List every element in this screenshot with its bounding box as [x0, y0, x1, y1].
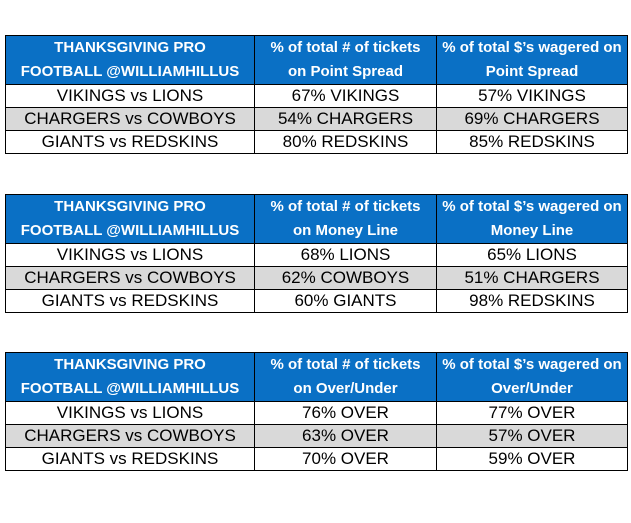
point-spread-table: THANKSGIVING PRO FOOTBALL @WILLIAMHILLUS …	[5, 35, 628, 154]
dollars-cell: 65% LIONS	[436, 243, 628, 267]
game-cell: GIANTS vs REDSKINS	[5, 130, 255, 154]
game-cell: VIKINGS vs LIONS	[5, 401, 255, 425]
table-row: GIANTS vs REDSKINS 80% REDSKINS 85% REDS…	[5, 130, 628, 154]
header-title: THANKSGIVING PRO FOOTBALL @WILLIAMHILLUS	[5, 35, 255, 85]
header-tickets: % of total # of tickets on Money Line	[254, 194, 437, 244]
money-line-table: THANKSGIVING PRO FOOTBALL @WILLIAMHILLUS …	[5, 194, 628, 313]
table-row: GIANTS vs REDSKINS 70% OVER 59% OVER	[5, 447, 628, 471]
dollars-cell: 57% OVER	[436, 424, 628, 448]
header-dollars: % of total $’s wagered on Money Line	[436, 194, 628, 244]
header-title: THANKSGIVING PRO FOOTBALL @WILLIAMHILLUS	[5, 352, 255, 402]
game-cell: GIANTS vs REDSKINS	[5, 289, 255, 313]
game-cell: CHARGERS vs COWBOYS	[5, 266, 255, 290]
game-cell: VIKINGS vs LIONS	[5, 84, 255, 108]
dollars-cell: 85% REDSKINS	[436, 130, 628, 154]
tickets-cell: 76% OVER	[254, 401, 437, 425]
table-row: CHARGERS vs COWBOYS 62% COWBOYS 51% CHAR…	[5, 266, 628, 290]
header-dollars: % of total $’s wagered on Point Spread	[436, 35, 628, 85]
tickets-cell: 60% GIANTS	[254, 289, 437, 313]
table-row: CHARGERS vs COWBOYS 54% CHARGERS 69% CHA…	[5, 107, 628, 131]
tickets-cell: 62% COWBOYS	[254, 266, 437, 290]
tickets-cell: 80% REDSKINS	[254, 130, 437, 154]
dollars-cell: 57% VIKINGS	[436, 84, 628, 108]
dollars-cell: 69% CHARGERS	[436, 107, 628, 131]
header-tickets: % of total # of tickets on Point Spread	[254, 35, 437, 85]
header-dollars: % of total $’s wagered on Over/Under	[436, 352, 628, 402]
table-row: VIKINGS vs LIONS 68% LIONS 65% LIONS	[5, 243, 628, 267]
tickets-cell: 68% LIONS	[254, 243, 437, 267]
dollars-cell: 59% OVER	[436, 447, 628, 471]
table-row: VIKINGS vs LIONS 67% VIKINGS 57% VIKINGS	[5, 84, 628, 108]
over-under-table: THANKSGIVING PRO FOOTBALL @WILLIAMHILLUS …	[5, 352, 628, 471]
table-row: VIKINGS vs LIONS 76% OVER 77% OVER	[5, 401, 628, 425]
table-header-row: THANKSGIVING PRO FOOTBALL @WILLIAMHILLUS …	[5, 194, 628, 244]
tickets-cell: 63% OVER	[254, 424, 437, 448]
dollars-cell: 51% CHARGERS	[436, 266, 628, 290]
tickets-cell: 70% OVER	[254, 447, 437, 471]
table-row: GIANTS vs REDSKINS 60% GIANTS 98% REDSKI…	[5, 289, 628, 313]
game-cell: CHARGERS vs COWBOYS	[5, 424, 255, 448]
tickets-cell: 54% CHARGERS	[254, 107, 437, 131]
tickets-cell: 67% VIKINGS	[254, 84, 437, 108]
dollars-cell: 77% OVER	[436, 401, 628, 425]
dollars-cell: 98% REDSKINS	[436, 289, 628, 313]
table-header-row: THANKSGIVING PRO FOOTBALL @WILLIAMHILLUS …	[5, 35, 628, 85]
header-title: THANKSGIVING PRO FOOTBALL @WILLIAMHILLUS	[5, 194, 255, 244]
game-cell: GIANTS vs REDSKINS	[5, 447, 255, 471]
game-cell: CHARGERS vs COWBOYS	[5, 107, 255, 131]
game-cell: VIKINGS vs LIONS	[5, 243, 255, 267]
table-row: CHARGERS vs COWBOYS 63% OVER 57% OVER	[5, 424, 628, 448]
header-tickets: % of total # of tickets on Over/Under	[254, 352, 437, 402]
table-header-row: THANKSGIVING PRO FOOTBALL @WILLIAMHILLUS …	[5, 352, 628, 402]
